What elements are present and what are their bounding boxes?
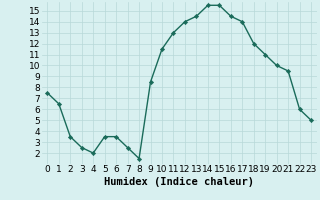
X-axis label: Humidex (Indice chaleur): Humidex (Indice chaleur) [104, 177, 254, 187]
